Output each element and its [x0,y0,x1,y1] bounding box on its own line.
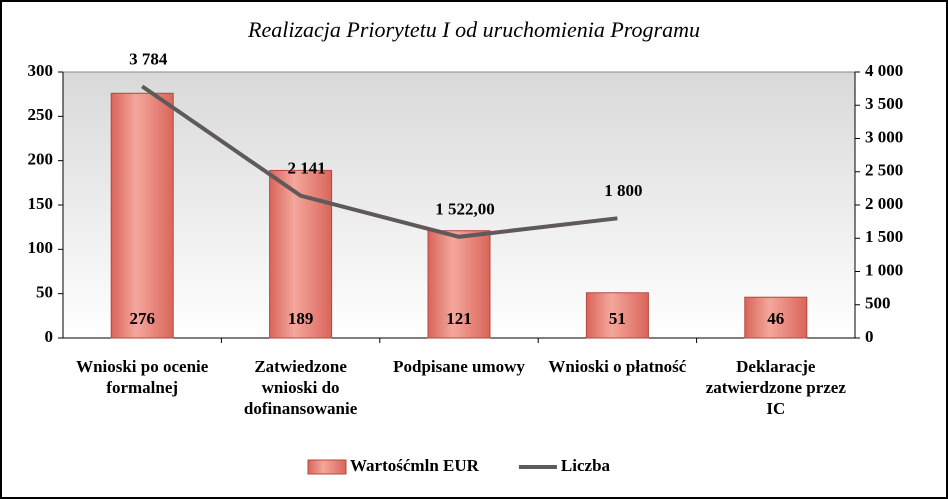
legend-label: Liczba [561,456,611,475]
x-tick-label: Zatwiedzone wnioski do dofinansowanie [243,357,358,418]
bar-label: 46 [767,309,784,328]
bar [744,296,808,339]
bar [427,230,491,339]
chart-title: Realizacja Priorytetu I od uruchomienia … [247,17,700,42]
bar-label: 51 [609,309,626,328]
bar-label: 276 [129,309,155,328]
legend-swatch [307,459,347,475]
y2-tick-label: 500 [865,294,891,313]
y2-tick-label: 1 000 [865,260,903,279]
y-tick-label: 100 [28,238,54,257]
y2-tick-label: 1 500 [865,227,903,246]
y2-tick-label: 2 000 [865,194,903,213]
bar [585,292,649,339]
bar-label: 189 [288,309,314,328]
x-tick-label: Wnioski o płatność [548,357,687,376]
bar-label: 121 [446,309,472,328]
y-tick-label: 0 [45,327,54,346]
line-label: 1 522,00 [435,200,495,219]
y-tick-label: 150 [28,194,54,213]
y-tick-label: 250 [28,105,54,124]
line-label: 2 141 [287,159,325,178]
y-tick-label: 200 [28,150,54,169]
x-tick-label: Podpisane umowy [393,357,525,376]
y2-tick-label: 0 [865,327,874,346]
y-tick-label: 300 [28,61,54,80]
bar [269,169,333,339]
y-tick-label: 50 [36,283,53,302]
bar [110,92,174,339]
y2-tick-label: 2 500 [865,161,903,180]
line [141,84,618,239]
line-label: 1 800 [604,181,642,200]
y2-tick-label: 3 000 [865,127,903,146]
legend-label: Wartośćmln EUR [350,456,480,475]
line-label: 3 784 [129,49,168,68]
y2-tick-label: 4 000 [865,61,903,80]
x-tick-label: Wnioski po ocenie formalnej [76,357,209,397]
x-tick-label: Deklaracje zatwierdzone przez IC [705,357,846,418]
y2-tick-label: 3 500 [865,94,903,113]
